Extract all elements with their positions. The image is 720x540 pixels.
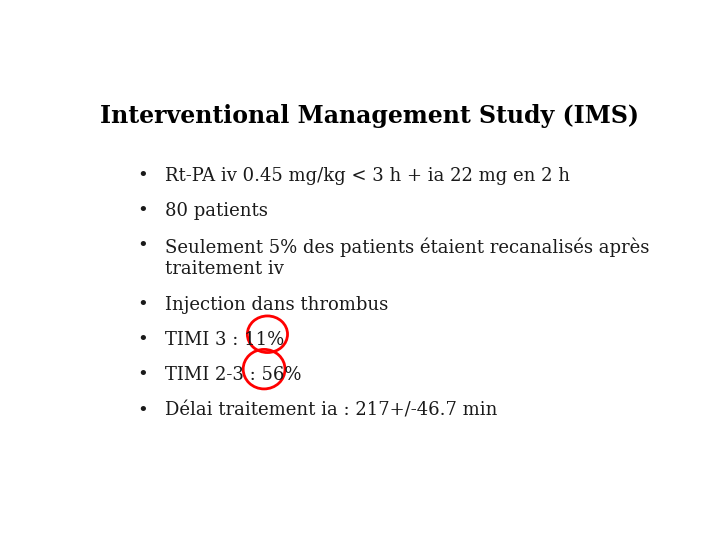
Text: Injection dans thrombus: Injection dans thrombus: [166, 295, 389, 314]
Text: •: •: [138, 402, 148, 420]
Text: Délai traitement ia : 217+/-46.7 min: Délai traitement ia : 217+/-46.7 min: [166, 402, 498, 420]
Text: TIMI 2-3 : 56%: TIMI 2-3 : 56%: [166, 366, 302, 384]
Text: •: •: [138, 238, 148, 255]
Text: •: •: [138, 366, 148, 384]
Text: Seulement 5% des patients étaient recanalisés après
traitement iv: Seulement 5% des patients étaient recana…: [166, 238, 649, 278]
Text: Interventional Management Study (IMS): Interventional Management Study (IMS): [99, 104, 639, 129]
Text: TIMI 3 : 11%: TIMI 3 : 11%: [166, 331, 284, 349]
Text: •: •: [138, 295, 148, 314]
Text: •: •: [138, 167, 148, 185]
Text: •: •: [138, 202, 148, 220]
Text: Rt-PA iv 0.45 mg/kg < 3 h + ia 22 mg en 2 h: Rt-PA iv 0.45 mg/kg < 3 h + ia 22 mg en …: [166, 167, 570, 185]
Text: •: •: [138, 331, 148, 349]
Text: 80 patients: 80 patients: [166, 202, 269, 220]
